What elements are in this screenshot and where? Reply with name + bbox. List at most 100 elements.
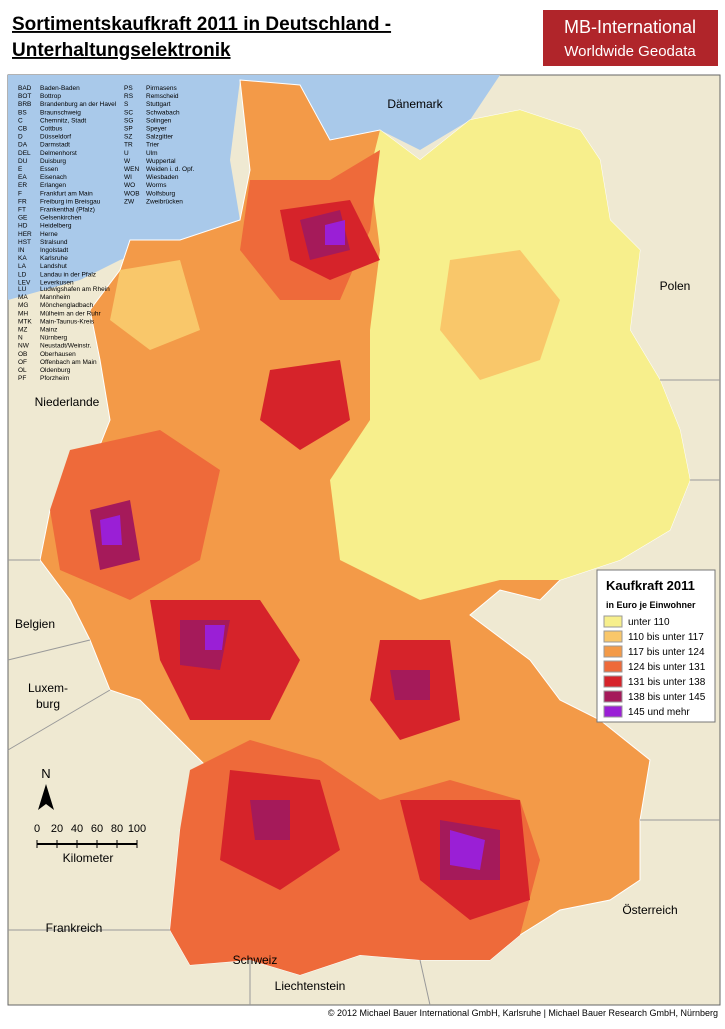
- scale-label: 60: [91, 823, 103, 835]
- logo: [543, 10, 718, 66]
- abbr-code: MTK: [18, 318, 32, 325]
- country-label: Schweiz: [233, 953, 278, 967]
- abbr-name: Darmstadt: [40, 142, 70, 149]
- borders: [7, 379, 720, 1006]
- abbr-code: KA: [18, 255, 27, 262]
- abbr-code: SG: [124, 117, 133, 124]
- abbr-name: Salzgitter: [146, 134, 174, 141]
- abbr-name: Wuppertal: [146, 158, 176, 165]
- abbr-code: U: [124, 150, 129, 157]
- abbr-code: OL: [18, 367, 27, 374]
- scale-label: 100: [128, 823, 146, 835]
- legend-title: Kaufkraft 2011: [606, 578, 695, 593]
- country-label: Dänemark: [387, 97, 443, 111]
- abbr-code: F: [18, 190, 22, 197]
- abbr-name: Frankfurt am Main: [40, 190, 93, 197]
- legend-swatch: [603, 690, 623, 703]
- abbr-name: Oberhausen: [40, 351, 76, 358]
- abbr-name: Mainz: [40, 327, 57, 334]
- abbr-code: WEN: [124, 166, 139, 173]
- abbr-name: Essen: [40, 166, 58, 173]
- abbr-name: Weiden i. d. Opf.: [146, 166, 194, 173]
- abbr-name: Delmenhorst: [40, 150, 77, 157]
- country-label: burg: [36, 697, 60, 711]
- abbr-name: Heidelberg: [40, 223, 72, 230]
- title: Sortimentskaufkraft 2011 in Deutschland …: [12, 14, 391, 35]
- abbr-name: Ingolstadt: [40, 247, 68, 254]
- country-label: Niederlande: [35, 395, 100, 409]
- abbr-name: Eisenach: [40, 174, 67, 181]
- scale-label: 20: [51, 823, 63, 835]
- abbr-name: Landau in der Pfalz: [40, 271, 96, 278]
- abbr-code: DEL: [18, 150, 31, 157]
- abbr-code: LEV: [18, 279, 31, 286]
- legend-label: 131 bis unter 138: [628, 677, 706, 688]
- abbr-code: LU: [18, 286, 27, 293]
- abbr-name: Cottbus: [40, 126, 63, 133]
- abbr-name: Oldenburg: [40, 367, 71, 374]
- abbr-code: SP: [124, 126, 133, 133]
- abbr-code: WOB: [124, 190, 140, 197]
- abbr-code: IN: [18, 247, 25, 254]
- abbr-name: Zweibrücken: [146, 198, 183, 205]
- abbr-name: Offenbach am Main: [40, 359, 97, 366]
- abbr-code: OB: [18, 351, 27, 358]
- abbr-name: Trier: [146, 142, 160, 149]
- country-label: Frankreich: [46, 921, 103, 935]
- abbr-code: PS: [124, 85, 133, 92]
- abbr-code: TR: [124, 142, 133, 149]
- country-label: Österreich: [622, 903, 677, 917]
- abbr-name: Frankenthal (Pfalz): [40, 207, 95, 214]
- legend-swatch: [603, 660, 623, 673]
- country-label: Polen: [660, 279, 691, 293]
- abbr-name: Stralsund: [40, 239, 68, 246]
- legend-label: unter 110: [628, 617, 670, 628]
- abbr-name: Braunschweig: [40, 109, 81, 116]
- abbr-code: PF: [18, 375, 26, 382]
- country-label: Luxem-: [28, 681, 68, 695]
- abbr-name: Wolfsburg: [146, 190, 176, 197]
- abbr-name: Pirmasens: [146, 85, 177, 92]
- abbr-code: HST: [18, 239, 31, 246]
- north-label: N: [41, 766, 50, 781]
- abbr-name: Pforzheim: [40, 375, 69, 382]
- abbr-name: Nürnberg: [40, 335, 67, 342]
- abbr-code: W: [124, 158, 131, 165]
- abbr-code: GE: [18, 215, 28, 222]
- legend-swatch: [603, 630, 623, 643]
- abbr-code: C: [18, 117, 23, 124]
- scale-unit: Kilometer: [63, 851, 114, 865]
- abbr-name: Erlangen: [40, 182, 66, 189]
- region-west: [50, 430, 220, 600]
- abbr-name: Duisburg: [40, 158, 66, 165]
- abbr-code: CB: [18, 126, 27, 133]
- north-arrow: [38, 784, 54, 810]
- region-red: [150, 360, 460, 740]
- abbr-code: SC: [124, 109, 133, 116]
- legend-label: 138 bis unter 145: [628, 692, 706, 703]
- abbr-name: Solingen: [146, 117, 172, 124]
- abbr-name: Karlsruhe: [40, 255, 68, 262]
- abbr-code: LD: [18, 271, 27, 278]
- abbr-code: HD: [18, 223, 28, 230]
- abbr-name: Schwabach: [146, 109, 180, 116]
- abbr-code: D: [18, 134, 23, 141]
- abbr-code: BRB: [18, 101, 31, 108]
- abbr-code: MG: [18, 302, 28, 309]
- legend-swatch: [603, 705, 623, 718]
- legend-label: 145 und mehr: [628, 707, 690, 718]
- abbr-name: Landshut: [40, 263, 67, 270]
- legend-label: 110 bis unter 117: [628, 632, 704, 643]
- legend-label: 117 bis unter 124: [628, 647, 705, 658]
- abbr-code: WI: [124, 174, 132, 181]
- abbr-code: DA: [18, 142, 28, 149]
- abbr-code: E: [18, 166, 23, 173]
- abbr-code: BAD: [18, 85, 32, 92]
- abbr-name: Bottrop: [40, 93, 61, 100]
- abbr-code: FT: [18, 207, 26, 214]
- abbr-name: Leverkusen: [40, 279, 74, 286]
- abbr-name: Düsseldorf: [40, 134, 71, 141]
- abbr-name: Neustadt/Weinstr.: [40, 343, 91, 350]
- abbr-name: Wiesbaden: [146, 174, 179, 181]
